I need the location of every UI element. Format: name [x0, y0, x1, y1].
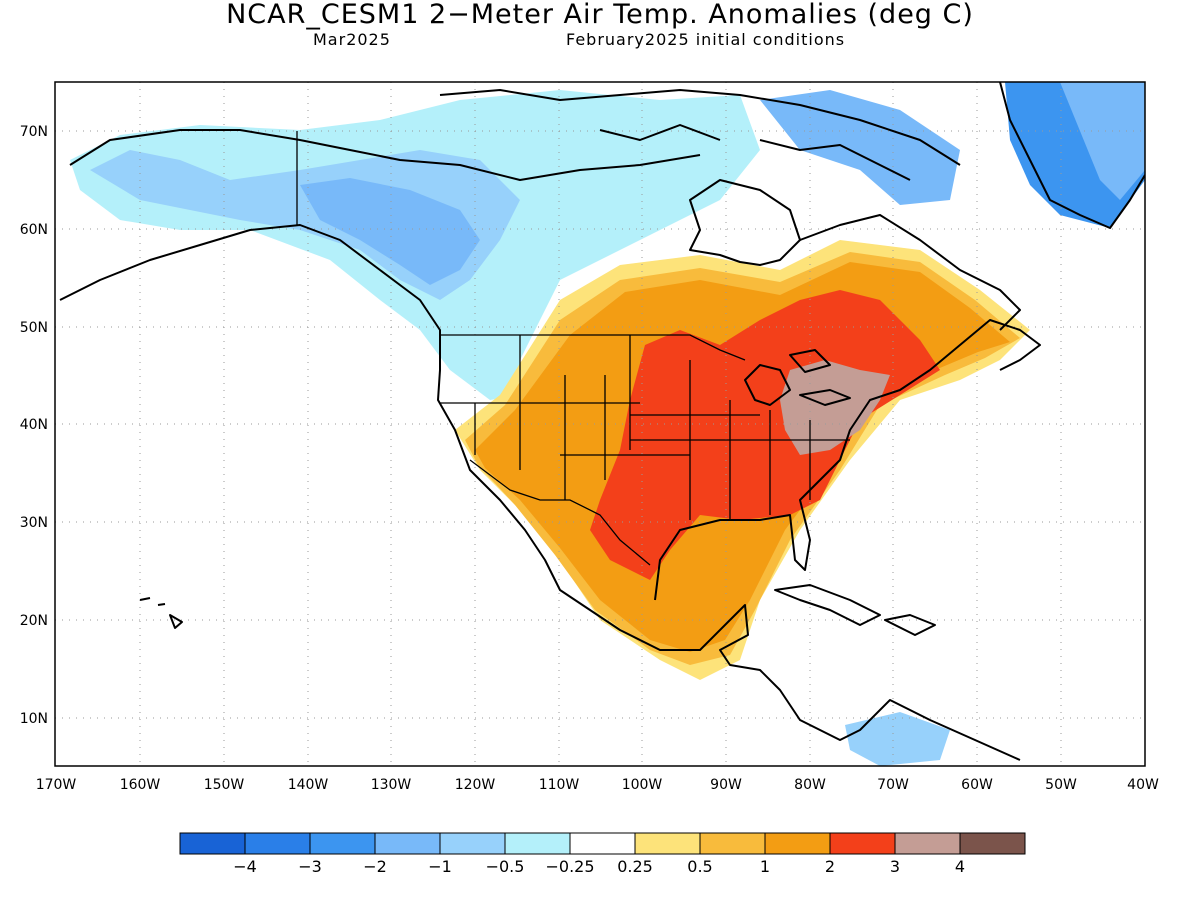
colorbar-swatch [829, 832, 896, 855]
lon-label: 150W [204, 777, 245, 793]
latitude-labels: 70N 60N 50N 40N 30N 20N 10N [20, 124, 48, 727]
colorbar-label: −0.5 [486, 857, 525, 876]
hawaii-islands [139, 597, 183, 629]
cool-anomaly-region [1060, 82, 1145, 200]
arctic-islands [439, 89, 961, 181]
colorbar: −4 −3 −2 −1 −0.5 −0.25 0.25 0.5 1 2 3 4 [179, 832, 1026, 876]
forecast-month: Mar2025 [313, 30, 391, 49]
greenland-coastline [999, 82, 1145, 229]
lon-label: 70W [877, 777, 909, 793]
cool-anomaly-region [760, 90, 960, 205]
hudson-bay-coastline [689, 179, 801, 266]
colorbar-label: 0.25 [617, 857, 653, 876]
cuba-coastline [774, 584, 881, 626]
lat-label: 30N [20, 515, 48, 531]
lon-label: 140W [288, 777, 329, 793]
colorbar-swatch [894, 832, 961, 855]
lat-label: 10N [20, 711, 48, 727]
colorbar-swatch [244, 832, 311, 855]
lon-label: 120W [455, 777, 496, 793]
lon-label: 80W [794, 777, 826, 793]
lat-label: 20N [20, 613, 48, 629]
canada-us-border [440, 334, 746, 361]
colorbar-swatch [634, 832, 701, 855]
hispaniola-coastline [884, 614, 936, 636]
cool-anomaly-region [300, 178, 480, 285]
lon-label: 130W [371, 777, 412, 793]
lat-label: 60N [20, 222, 48, 238]
lon-label: 60W [961, 777, 993, 793]
labrador-coastline [799, 214, 1021, 331]
longitude-labels: 170W 160W 150W 140W 130W 120W 110W 100W … [36, 777, 1159, 793]
colorbar-label: 4 [955, 857, 965, 876]
lon-label: 110W [539, 777, 580, 793]
colorbar-label: −0.25 [545, 857, 594, 876]
colorbar-swatch [764, 832, 831, 855]
warm-anomaly-region [590, 290, 940, 580]
lat-label: 50N [20, 320, 48, 336]
colorbar-label: 0.5 [687, 857, 712, 876]
warm-anomaly-region [780, 360, 890, 455]
lon-label: 50W [1045, 777, 1077, 793]
colorbar-label: 3 [890, 857, 900, 876]
arctic-coastline [69, 129, 701, 181]
coastlines [59, 82, 1145, 761]
lon-label: 170W [36, 777, 77, 793]
colorbar-label: −2 [363, 857, 387, 876]
colorbar-swatch [569, 832, 636, 855]
anomaly-fill-layer [70, 82, 1145, 766]
colorbar-label: −3 [298, 857, 322, 876]
lat-label: 70N [20, 124, 48, 140]
us-mexico-border [469, 459, 651, 566]
colorbar-label: 2 [825, 857, 835, 876]
lon-label: 40W [1127, 777, 1159, 793]
colorbar-swatch [699, 832, 766, 855]
lat-label: 40N [20, 417, 48, 433]
political-borders [296, 131, 850, 566]
colorbar-label: −4 [233, 857, 257, 876]
colorbar-swatch [959, 832, 1026, 855]
colorbar-swatch [374, 832, 441, 855]
great-lakes [744, 349, 851, 406]
colorbar-swatch [504, 832, 571, 855]
colorbar-label: −1 [428, 857, 452, 876]
north-america-coastline [59, 224, 1021, 761]
colorbar-label: 1 [760, 857, 770, 876]
lon-label: 100W [622, 777, 663, 793]
colorbar-swatch [309, 832, 376, 855]
cool-anomaly-region [845, 712, 950, 766]
colorbar-swatch [439, 832, 506, 855]
lon-label: 160W [120, 777, 161, 793]
state-borders [440, 335, 850, 520]
colorbar-swatch [179, 832, 246, 855]
plot-frame [54, 81, 1146, 767]
initial-conditions-label: February2025 initial conditions [566, 30, 846, 49]
lon-label: 90W [710, 777, 742, 793]
map-title: NCAR_CESM1 2−Meter Air Temp. Anomalies (… [226, 0, 974, 30]
